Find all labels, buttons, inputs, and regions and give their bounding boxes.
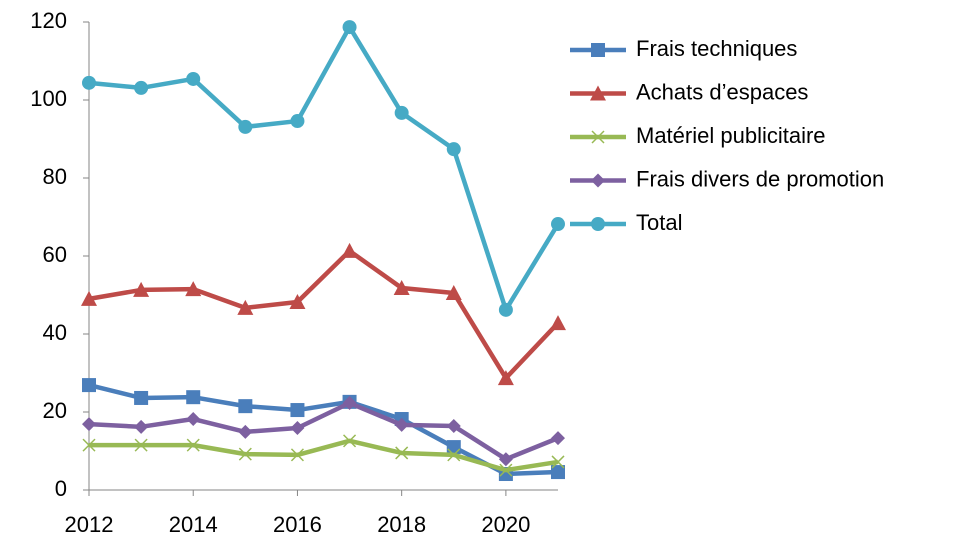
data-point: [395, 446, 409, 460]
legend-marker: [591, 217, 605, 231]
data-point: [290, 114, 305, 129]
y-tick-label: 60: [43, 242, 67, 267]
data-point: [186, 412, 201, 427]
data-point: [342, 396, 357, 411]
data-point: [497, 370, 514, 386]
x-tick-label: 2016: [273, 512, 322, 537]
data-point: [550, 315, 566, 331]
data-point: [290, 403, 305, 418]
data-point: [446, 440, 461, 455]
legend-marker: [591, 43, 605, 57]
data-point: [186, 438, 200, 452]
data-point: [238, 399, 253, 414]
series-line: [89, 438, 559, 473]
legend-label: Matériel publicitaire: [636, 123, 826, 148]
series-line: [88, 24, 560, 313]
data-point: [551, 465, 565, 480]
x-tick-label: 2012: [65, 512, 114, 537]
data-point: [499, 463, 513, 477]
series-line: [88, 400, 559, 462]
x-tick-label: 2018: [377, 512, 426, 537]
data-point: [342, 20, 357, 35]
data-point: [446, 142, 461, 157]
data-point: [81, 290, 97, 306]
data-point: [551, 431, 565, 446]
legend-label: Achats d’espaces: [636, 79, 808, 104]
x-tick-label: 2014: [169, 512, 218, 537]
legend-label: Frais techniques: [636, 36, 797, 61]
data-point: [551, 217, 565, 232]
data-point: [134, 390, 149, 405]
data-point: [446, 419, 461, 434]
y-tick-label: 40: [43, 320, 67, 345]
y-tick-label: 20: [43, 398, 67, 423]
data-point: [447, 448, 461, 462]
data-point: [238, 424, 253, 439]
data-point: [394, 417, 409, 432]
legend-marker: [590, 85, 606, 101]
data-point: [341, 242, 358, 258]
data-point: [186, 71, 201, 86]
data-point: [551, 455, 565, 469]
data-point: [133, 281, 150, 297]
data-point: [238, 447, 252, 461]
data-point: [82, 417, 96, 432]
data-point: [238, 119, 253, 134]
legend-marker: [591, 130, 605, 144]
series-line: [88, 382, 559, 477]
data-point: [134, 80, 149, 95]
data-point: [498, 302, 513, 317]
legend-label: Frais divers de promotion: [636, 166, 884, 191]
data-point: [290, 448, 304, 462]
data-point: [445, 285, 462, 301]
data-point: [289, 294, 306, 310]
y-tick-label: 100: [30, 86, 67, 111]
data-point: [186, 390, 201, 405]
y-tick-label: 120: [30, 8, 67, 33]
data-point: [343, 434, 357, 448]
data-point: [393, 279, 410, 295]
data-point: [82, 75, 96, 90]
data-point: [394, 105, 409, 120]
data-point: [185, 281, 202, 297]
data-point: [82, 378, 96, 393]
y-tick-label: 80: [43, 164, 67, 189]
series-line: [88, 248, 560, 381]
x-tick-label: 2020: [481, 512, 530, 537]
legend-marker: [591, 173, 605, 188]
data-point: [237, 299, 254, 315]
y-tick-label: 0: [55, 476, 67, 501]
legend-label: Total: [636, 210, 682, 235]
data-point: [134, 419, 149, 434]
data-point: [82, 438, 96, 452]
data-point: [290, 420, 305, 435]
data-point: [498, 452, 513, 467]
data-point: [134, 438, 148, 452]
